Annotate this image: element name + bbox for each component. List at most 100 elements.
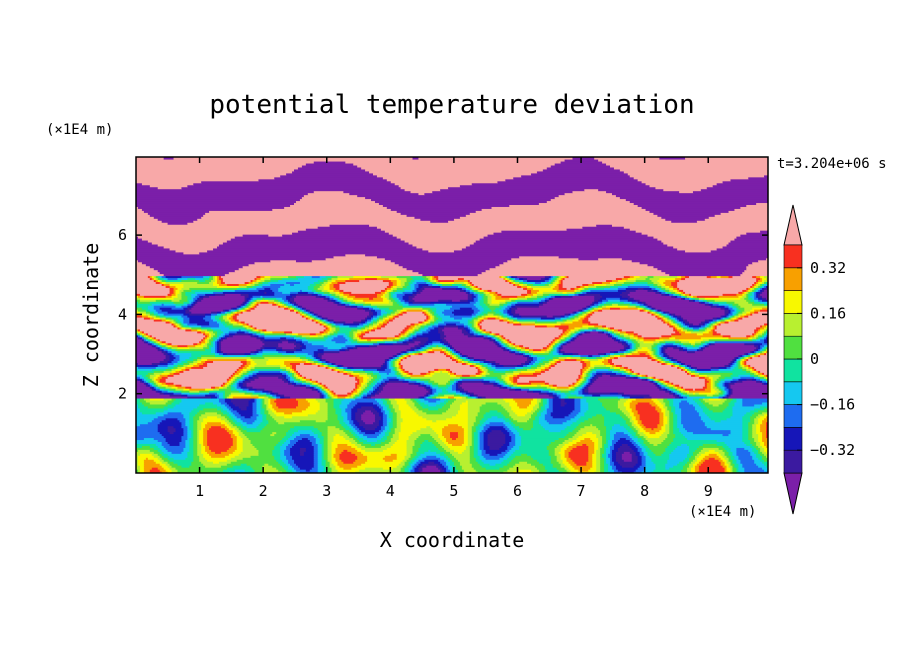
- contour-cell: [226, 384, 230, 387]
- contour-cell: [157, 449, 163, 452]
- contour-cell: [388, 364, 392, 367]
- contour-cell: [290, 374, 293, 377]
- contour-cell: [197, 423, 202, 427]
- contour-cell: [337, 364, 342, 367]
- contour-cell: [724, 457, 730, 460]
- contour-cell: [294, 370, 297, 373]
- contour-cell: [604, 447, 607, 450]
- contour-cell: [600, 459, 605, 462]
- contour-cell: [203, 431, 208, 435]
- contour-cell: [422, 441, 433, 444]
- contour-cell: [580, 376, 583, 379]
- contour-cell: [226, 425, 232, 429]
- contour-cell: [457, 423, 469, 427]
- contour-cell: [438, 386, 449, 389]
- contour-cell: [548, 453, 556, 456]
- contour-cell: [748, 427, 753, 431]
- contour-cell: [311, 380, 317, 383]
- contour-cell: [762, 433, 767, 437]
- contour-cell: [574, 415, 581, 419]
- contour-cell: [224, 399, 232, 403]
- contour-cell: [615, 364, 623, 367]
- contour-cell: [329, 360, 386, 363]
- contour-cell: [171, 471, 179, 473]
- contour-cell: [321, 447, 325, 450]
- contour-cell: [627, 366, 678, 369]
- contour-cell: [147, 380, 151, 383]
- contour-cell: [637, 447, 643, 450]
- contour-cell: [463, 469, 477, 472]
- contour-cell: [455, 413, 469, 417]
- contour-cell: [732, 469, 737, 472]
- contour-cell: [469, 449, 475, 452]
- contour-cell: [687, 443, 704, 446]
- contour-cell: [700, 449, 710, 452]
- contour-cell: [244, 415, 252, 419]
- contour-cell: [657, 409, 662, 413]
- contour-cell: [758, 435, 763, 439]
- contour-cell: [299, 447, 307, 450]
- contour-cell: [230, 382, 234, 385]
- contour-cell: [694, 370, 698, 373]
- contour-cell: [444, 465, 449, 468]
- contour-cell: [572, 386, 576, 389]
- contour-cell: [388, 405, 394, 409]
- contour-cell: [139, 467, 145, 470]
- contour-cell: [596, 425, 607, 429]
- contour-cell: [513, 471, 534, 473]
- contour-cell: [631, 447, 639, 450]
- contour-cell: [246, 425, 258, 429]
- contour-cell: [230, 376, 234, 379]
- contour-cell: [159, 362, 169, 365]
- contour-cell: [236, 382, 240, 385]
- contour-cell: [560, 403, 566, 407]
- contour-cell: [481, 449, 487, 452]
- contour-cell: [485, 467, 500, 470]
- contour-cell: [327, 364, 331, 367]
- contour-cell: [459, 352, 463, 356]
- contour-cell: [710, 417, 728, 421]
- contour-cell: [321, 471, 329, 473]
- contour-cell: [155, 443, 163, 446]
- contour-cell: [629, 439, 635, 442]
- contour-cell: [734, 358, 737, 362]
- contour-cell: [588, 417, 605, 421]
- contour-cell: [511, 459, 538, 462]
- contour-cell: [479, 457, 487, 460]
- contour-cell: [507, 386, 512, 389]
- contour-cell: [226, 421, 232, 425]
- contour-cell: [611, 443, 615, 446]
- contour-cell: [554, 449, 562, 452]
- contour-cell: [313, 459, 319, 462]
- contour-cell: [396, 376, 402, 379]
- contour-cell: [527, 358, 532, 362]
- contour-cell: [410, 455, 416, 458]
- contour-cell: [592, 370, 597, 373]
- contour-cell: [294, 376, 297, 379]
- contour-cell: [446, 354, 451, 358]
- contour-cell: [511, 382, 514, 385]
- contour-cell: [151, 382, 155, 385]
- contour-cell: [663, 354, 668, 358]
- contour-cell: [544, 362, 550, 365]
- contour-cell: [319, 429, 329, 433]
- contour-cell: [353, 437, 358, 441]
- contour-cell: [355, 388, 358, 391]
- contour-cell: [655, 380, 658, 383]
- contour-cell: [317, 463, 323, 466]
- contour-cell: [420, 427, 433, 431]
- contour-cell: [592, 461, 597, 464]
- contour-cell: [485, 449, 506, 452]
- contour-cell: [578, 380, 581, 383]
- contour-cell: [440, 461, 447, 464]
- contour-cell: [740, 354, 743, 358]
- contour-cell: [215, 451, 222, 454]
- contour-cell: [499, 447, 508, 450]
- contour-cell: [268, 405, 273, 409]
- contour-cell: [532, 350, 546, 354]
- contour-cell: [635, 463, 643, 466]
- contour-cell: [576, 425, 585, 429]
- contour-cell: [380, 431, 386, 435]
- contour-cell: [631, 352, 641, 356]
- contour-cell: [141, 411, 157, 415]
